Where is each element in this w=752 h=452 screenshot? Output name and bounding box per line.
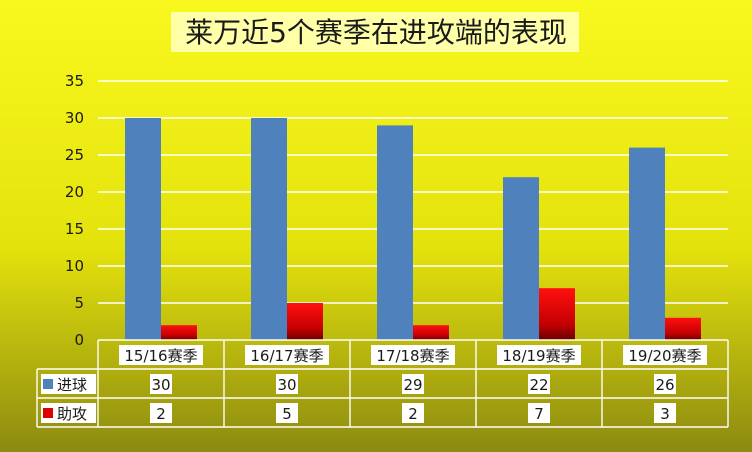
data-label-box	[654, 374, 676, 394]
x-tick-label: 17/18赛季	[376, 347, 449, 365]
bar-goals	[629, 147, 665, 340]
chart-title-box	[171, 12, 579, 52]
bar-assists	[161, 325, 197, 340]
y-tick-label: 20	[65, 183, 84, 201]
category-label-box	[119, 345, 203, 365]
y-axis: 0 5 10 15 20 25 30 35	[65, 72, 84, 349]
category-label-box	[497, 345, 581, 365]
bar-assists	[665, 317, 701, 340]
data-label: 26	[655, 376, 674, 394]
y-tick-label: 5	[74, 294, 84, 312]
bar-goals	[503, 177, 539, 340]
legend-entry: 助攻	[57, 405, 87, 423]
data-label-box	[150, 374, 172, 394]
legend-swatch	[43, 379, 53, 389]
data-label: 22	[529, 376, 548, 394]
data-label: 30	[151, 376, 170, 394]
category-label-box	[245, 345, 329, 365]
x-tick-label: 19/20赛季	[628, 347, 701, 365]
bar-assists	[413, 325, 449, 340]
bar-assists	[287, 303, 323, 340]
y-tick-label: 35	[65, 72, 84, 90]
data-label: 29	[403, 376, 422, 394]
data-label-box	[276, 374, 298, 394]
bar-assists	[539, 288, 575, 340]
legend-label-box	[41, 403, 96, 423]
data-label-box	[528, 403, 550, 423]
y-tick-label: 15	[65, 220, 84, 238]
bar-goals	[251, 118, 287, 340]
data-label: 5	[282, 405, 292, 423]
category-label-box	[371, 345, 455, 365]
category-label-box	[623, 345, 707, 365]
data-label-box	[402, 403, 424, 423]
data-label: 2	[156, 405, 166, 423]
data-label-box	[654, 403, 676, 423]
data-label: 30	[277, 376, 296, 394]
y-tick-label: 0	[74, 331, 84, 349]
legend-entry: 进球	[57, 376, 87, 394]
data-label: 3	[660, 405, 670, 423]
y-tick-label: 25	[65, 146, 84, 164]
x-tick-label: 16/17赛季	[250, 347, 323, 365]
bars	[125, 118, 701, 341]
x-tick-label: 15/16赛季	[124, 347, 197, 365]
data-label-box	[402, 374, 424, 394]
y-tick-label: 10	[65, 257, 84, 275]
data-label: 2	[408, 405, 418, 423]
legend-swatch	[43, 408, 53, 418]
data-label-box	[528, 374, 550, 394]
bar-goals	[377, 125, 413, 341]
x-tick-label: 18/19赛季	[502, 347, 575, 365]
chart-title: 莱万近5个赛季在进攻端的表现	[185, 16, 567, 49]
data-label-box	[150, 403, 172, 423]
bar-goals	[125, 118, 161, 340]
legend-label-box	[41, 374, 96, 394]
y-tick-label: 30	[65, 109, 84, 127]
data-label: 7	[534, 405, 544, 423]
data-label-box	[276, 403, 298, 423]
